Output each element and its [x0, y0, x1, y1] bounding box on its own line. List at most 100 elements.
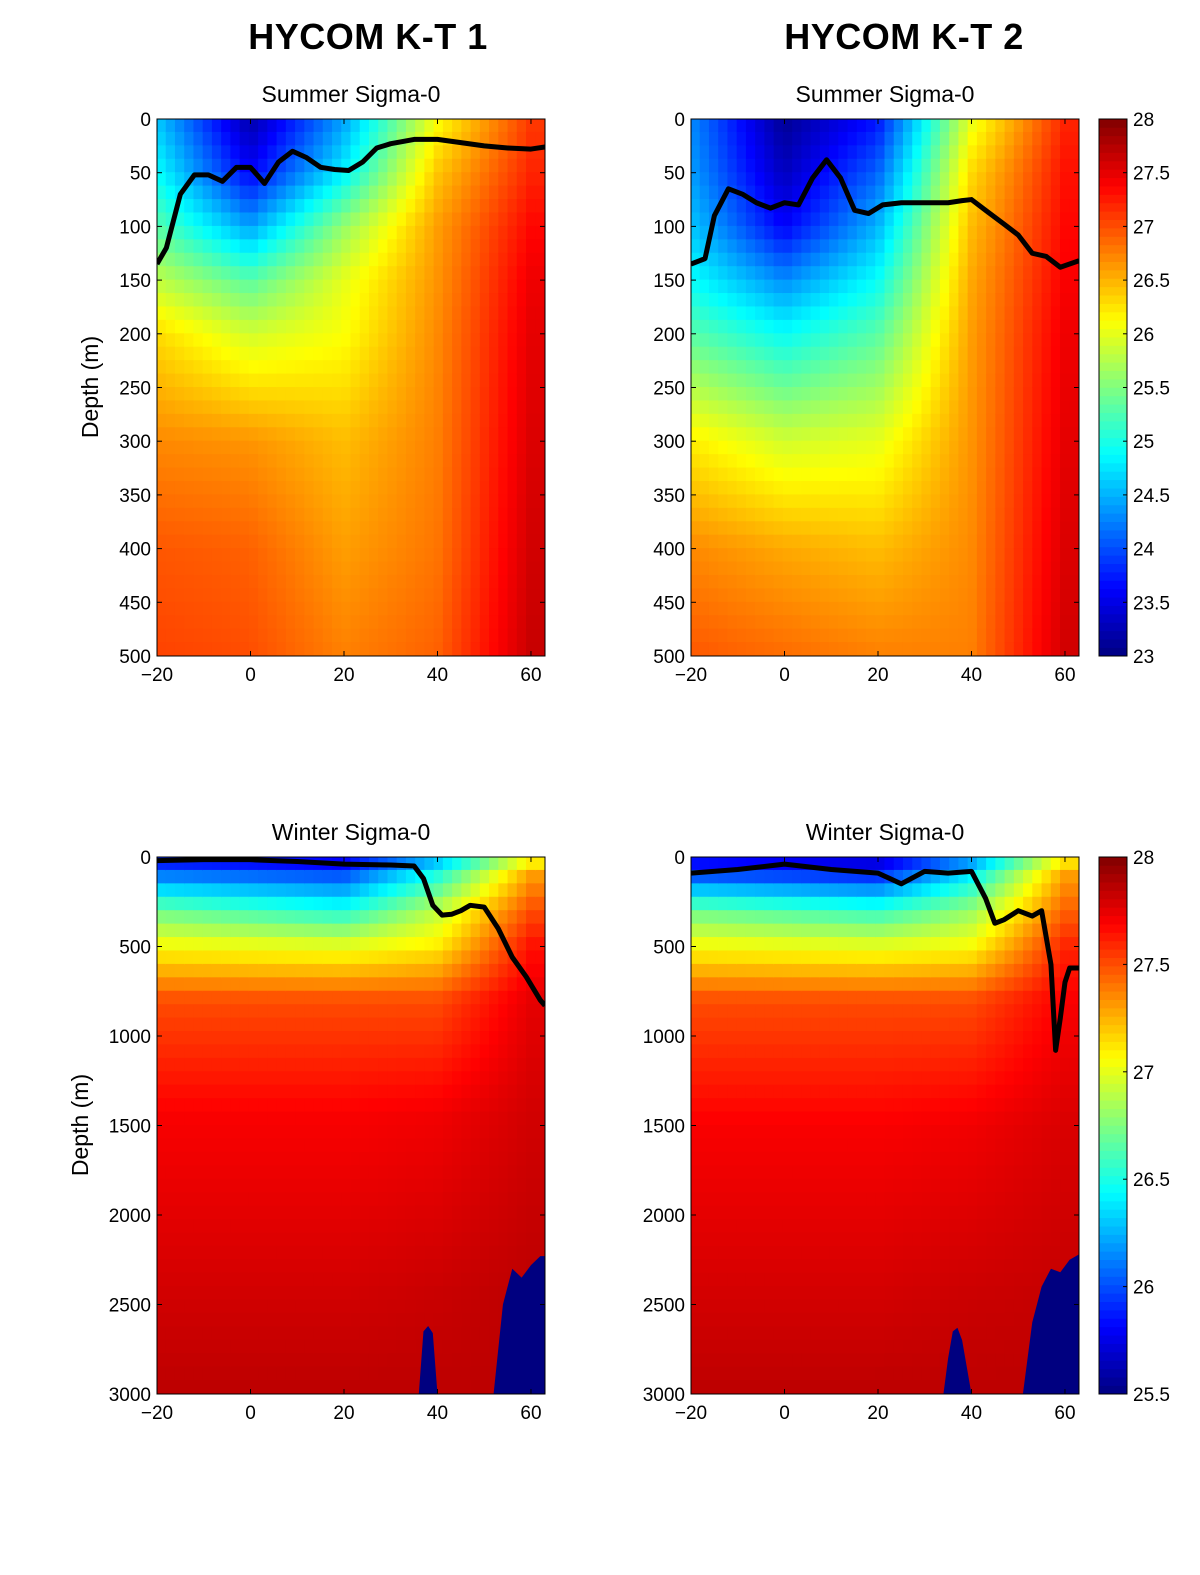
- density-cell: [875, 373, 886, 388]
- density-cell: [396, 883, 407, 898]
- density-cell: [378, 319, 389, 335]
- density-cell: [1050, 615, 1062, 630]
- density-cell: [470, 923, 481, 939]
- density-cell: [986, 615, 997, 630]
- density-cell: [792, 561, 803, 576]
- density-cell: [221, 601, 232, 617]
- density-cell: [387, 990, 398, 1006]
- density-cell: [332, 1017, 343, 1033]
- density-cell: [248, 440, 260, 456]
- density-cell: [764, 225, 775, 241]
- density-cell: [930, 507, 941, 523]
- density-cell: [313, 333, 324, 348]
- density-cell: [211, 225, 223, 241]
- density-cell: [782, 628, 794, 644]
- density-cell: [350, 1218, 361, 1234]
- density-cell: [470, 1004, 481, 1019]
- density-cell: [211, 119, 223, 133]
- density-cell: [267, 333, 278, 348]
- density-cell: [819, 615, 831, 630]
- density-cell: [745, 293, 757, 308]
- density-cell: [736, 507, 747, 523]
- density-cell: [829, 131, 840, 147]
- density-cell: [958, 360, 969, 375]
- density-cell: [995, 239, 1006, 254]
- density-cell: [995, 427, 1006, 442]
- density-cell: [1004, 158, 1015, 174]
- density-cell: [921, 494, 932, 509]
- density-cell: [498, 427, 509, 442]
- density-cell: [866, 467, 877, 482]
- density-cell: [718, 561, 729, 576]
- density-cell: [921, 360, 932, 375]
- density-cell: [792, 588, 803, 603]
- density-cell: [479, 1098, 491, 1113]
- density-cell: [221, 467, 232, 482]
- density-cell: [221, 306, 232, 321]
- density-cell: [819, 279, 831, 295]
- density-cell: [359, 225, 370, 241]
- density-cell: [322, 1044, 334, 1059]
- density-cell: [248, 1326, 260, 1341]
- density-cell: [442, 333, 454, 348]
- density-cell: [202, 910, 213, 925]
- density-cell: [498, 239, 509, 254]
- density-cell: [396, 1178, 407, 1194]
- density-cell: [396, 279, 407, 295]
- density-cell: [912, 373, 923, 388]
- density-cell: [727, 480, 738, 496]
- density-cell: [461, 1044, 472, 1059]
- density-cell: [258, 1353, 269, 1368]
- density-cell: [378, 937, 389, 952]
- density-cell: [1004, 494, 1015, 509]
- density-cell: [157, 119, 167, 133]
- density-cell: [285, 1098, 297, 1113]
- density-cell: [184, 319, 195, 335]
- density-cell: [498, 279, 509, 295]
- density-cell: [489, 266, 500, 281]
- density-cell: [267, 896, 278, 912]
- density-cell: [341, 1205, 352, 1220]
- density-cell: [691, 199, 701, 214]
- colorbar-segment: [1099, 538, 1127, 548]
- density-cell: [838, 333, 849, 348]
- density-cell: [782, 360, 794, 375]
- density-cell: [341, 1218, 352, 1234]
- y-tick-label: 150: [653, 271, 685, 292]
- colorbar-segment: [1099, 479, 1127, 489]
- density-cell: [295, 534, 306, 550]
- density-cell: [211, 521, 223, 536]
- density-cell: [479, 963, 491, 979]
- density-cell: [258, 480, 269, 496]
- density-cell: [313, 306, 324, 321]
- density-cell: [1069, 534, 1079, 550]
- density-cell: [452, 319, 463, 335]
- density-cell: [396, 1111, 407, 1126]
- density-cell: [424, 923, 435, 939]
- density-cell: [387, 1259, 398, 1274]
- density-cell: [442, 1057, 454, 1073]
- density-cell: [157, 1232, 167, 1247]
- density-cell: [1069, 387, 1079, 402]
- density-cell: [285, 306, 297, 321]
- density-cell: [949, 400, 960, 415]
- density-cell: [165, 923, 176, 939]
- density-cell: [949, 467, 960, 482]
- density-cell: [939, 427, 951, 442]
- density-cell: [285, 212, 297, 227]
- density-cell: [396, 1071, 407, 1086]
- density-cell: [986, 145, 997, 160]
- density-cell: [995, 293, 1006, 308]
- density-cell: [736, 252, 747, 268]
- density-cell: [967, 480, 978, 496]
- density-cell: [368, 548, 380, 563]
- density-cell: [267, 1178, 278, 1194]
- density-cell: [452, 266, 463, 281]
- density-cell: [341, 561, 352, 576]
- density-cell: [322, 869, 334, 885]
- density-cell: [1032, 266, 1043, 281]
- colorbar-segment: [1099, 445, 1127, 455]
- density-cell: [359, 494, 370, 509]
- density-cell: [489, 642, 500, 656]
- density-cell: [912, 628, 923, 644]
